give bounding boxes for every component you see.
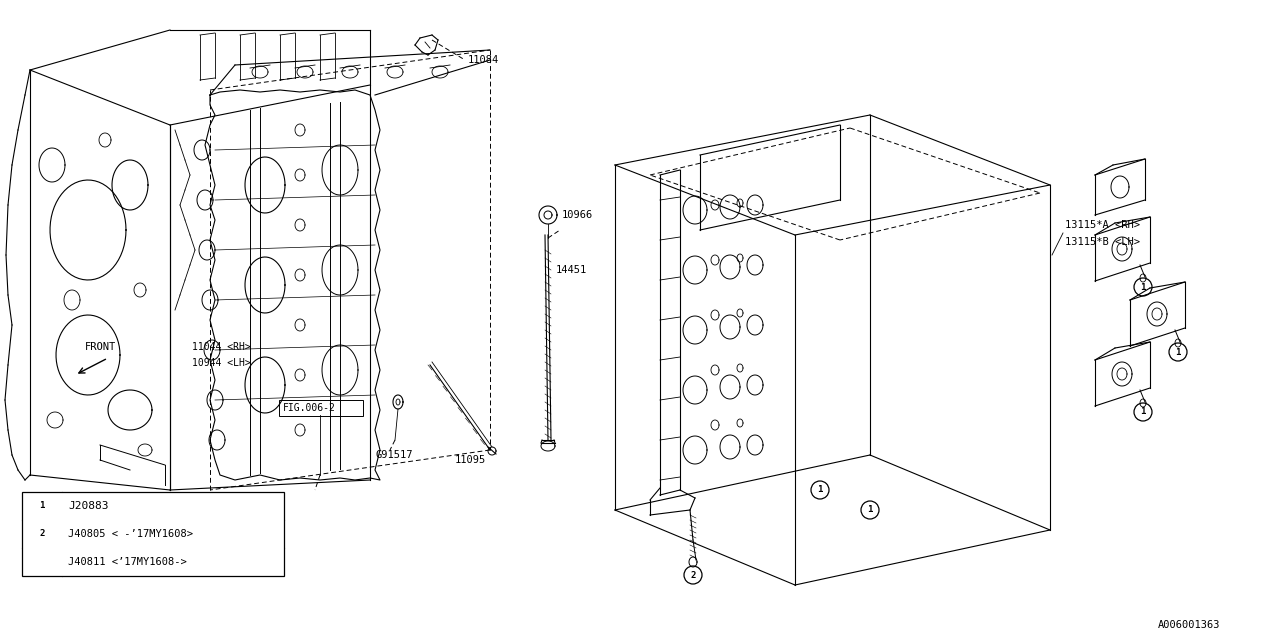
Text: 10966: 10966 [562, 210, 593, 220]
Text: 1: 1 [40, 502, 45, 511]
Text: 2: 2 [690, 570, 696, 579]
Text: 1: 1 [868, 506, 873, 515]
Text: 1: 1 [1175, 348, 1180, 356]
Text: A006001363: A006001363 [1158, 620, 1221, 630]
Text: J20883: J20883 [68, 501, 109, 511]
Text: J40811 <’17MY1608->: J40811 <’17MY1608-> [68, 557, 187, 567]
Bar [22, 492, 284, 576]
FancyBboxPatch shape [279, 400, 364, 416]
Text: J40805 < -’17MY1608>: J40805 < -’17MY1608> [68, 529, 193, 539]
Text: 13115*A <RH>: 13115*A <RH> [1065, 220, 1140, 230]
Text: 1: 1 [1140, 408, 1146, 417]
Text: 11084: 11084 [468, 55, 499, 65]
Text: 2: 2 [40, 529, 45, 538]
Text: G91517: G91517 [375, 450, 412, 460]
Text: FIG.006-2: FIG.006-2 [283, 403, 335, 413]
Text: 1: 1 [1140, 282, 1146, 291]
Text: 10944 <LH>: 10944 <LH> [192, 358, 251, 368]
Text: 13115*B <LH>: 13115*B <LH> [1065, 237, 1140, 247]
Text: 1: 1 [818, 486, 823, 495]
Text: FRONT: FRONT [84, 342, 116, 352]
Text: 11095: 11095 [454, 455, 486, 465]
Text: 14451: 14451 [556, 265, 588, 275]
Text: 11044 <RH>: 11044 <RH> [192, 342, 251, 352]
